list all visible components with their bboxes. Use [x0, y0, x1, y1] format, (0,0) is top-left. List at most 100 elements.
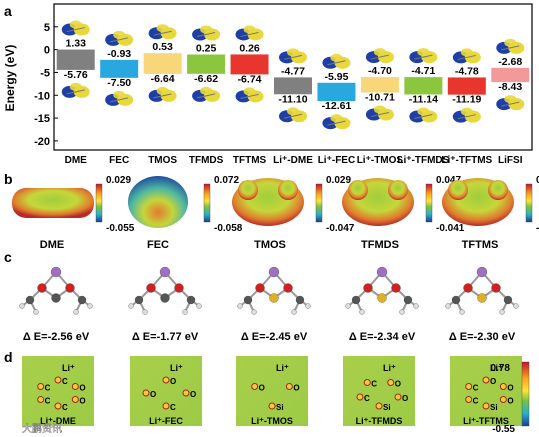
- orbital-isosurface-icon: [279, 107, 307, 123]
- x-tick-label: TFMDS: [189, 155, 224, 166]
- atom-label: Li⁺: [383, 363, 396, 373]
- energy-gap-bar: [317, 82, 356, 102]
- colorbar-max-label: 0.029: [106, 175, 131, 186]
- atom-label: Li⁺: [276, 363, 289, 373]
- panel-a-bars: 1.33 -5.76 -0.93 -7.50 0.53 -6.64 0.25 -6.62 0.2…: [56, 38, 530, 112]
- orbital-isosurface-icon: [61, 82, 90, 98]
- atom-marker: [394, 393, 402, 401]
- colorbar-min-label: -0.040: [536, 223, 539, 234]
- atom-marker: [465, 383, 473, 390]
- lumo-value-label: -0.93: [107, 48, 131, 60]
- x-tick-label: Li⁺-TFMDS: [397, 155, 449, 166]
- atom-marker: [182, 389, 190, 397]
- atom-label: O: [507, 397, 513, 406]
- energy-gap-bar: [404, 77, 443, 95]
- watermark-text: 大鹏资讯: [22, 422, 62, 435]
- orbital-isosurface-icon: [496, 95, 525, 111]
- colorbar-max-label: 0.038: [536, 175, 539, 186]
- colorbar-max-label: 0.029: [326, 175, 351, 186]
- charge-map: [130, 356, 202, 426]
- atom-label: O: [259, 384, 265, 393]
- atom-marker: [162, 376, 170, 384]
- atom-label: Li⁺: [490, 363, 503, 373]
- map-title: Li⁺-FEC: [149, 416, 183, 426]
- atom-label: O: [507, 384, 513, 393]
- atom-marker: [37, 396, 45, 403]
- atom-label: C: [170, 403, 176, 412]
- esp-surface: [342, 178, 414, 226]
- homo-value-label: -6.62: [194, 73, 218, 85]
- homo-value-label: -7.50: [107, 77, 131, 89]
- homo-value-label: -11.19: [452, 94, 481, 106]
- atom-label: C: [45, 384, 51, 393]
- x-tick-label: Li⁺-TMOS: [357, 155, 404, 166]
- x-tick-label: Li⁺-DME: [273, 155, 313, 166]
- panel-a-orbitals: [61, 20, 525, 130]
- atom-marker: [54, 376, 62, 384]
- orbital-isosurface-icon: [365, 105, 394, 121]
- atom-label: O: [395, 379, 401, 388]
- map-title: Li⁺-TFMDS: [356, 416, 403, 426]
- energy-gap-bar: [56, 49, 95, 70]
- atom-marker: [285, 383, 293, 390]
- lumo-value-label: 0.26: [239, 42, 260, 54]
- atom-label: Si: [383, 403, 391, 412]
- colorbar: [521, 361, 530, 427]
- charge-map: [343, 356, 415, 426]
- y-tick-label: -10: [34, 90, 50, 102]
- energy-gap-bar: [491, 67, 530, 83]
- atom-marker: [268, 402, 276, 410]
- homo-value-label: -12.61: [322, 100, 352, 112]
- lumo-value-label: -2.68: [498, 56, 522, 68]
- panel-a-axes: 5 0 -5 -10 -15 -20 DME FEC TMOS TFMDS TFTMS Li⁺-DME…: [34, 3, 533, 166]
- colorbar-max-label: 0.072: [214, 175, 239, 186]
- atom-label: O: [150, 390, 156, 399]
- atom-marker: [356, 393, 364, 401]
- atom-marker: [71, 396, 79, 403]
- x-tick-label: LiFSI: [498, 155, 523, 166]
- orbital-isosurface-icon: [105, 30, 134, 46]
- lumo-value-label: -4.78: [455, 65, 479, 77]
- binding-energy-label: Δ E=-2.45 eV: [241, 331, 308, 343]
- colorbar: [95, 183, 103, 223]
- li-complex-structure: [445, 266, 519, 315]
- atom-label: C: [62, 403, 68, 412]
- binding-energy-label: Δ E=-2.34 eV: [349, 331, 416, 343]
- colorbar-min-label: -0.047: [326, 223, 355, 234]
- atom-marker: [465, 396, 473, 403]
- orbital-isosurface-icon: [452, 107, 481, 123]
- orbital-isosurface-icon: [409, 48, 438, 64]
- y-tick-label: -15: [34, 113, 50, 125]
- atom-label: O: [79, 397, 85, 406]
- molecule-name: TMOS: [254, 239, 286, 251]
- orbital-isosurface-icon: [365, 48, 394, 64]
- map-title: Li⁺-TMOS: [251, 416, 293, 426]
- orbital-isosurface-icon: [279, 48, 307, 64]
- orbital-isosurface-icon: [235, 87, 264, 103]
- esp-surface: [442, 178, 514, 226]
- homo-value-label: -5.76: [64, 69, 88, 81]
- atom-marker: [363, 378, 371, 386]
- atom-marker: [375, 402, 383, 410]
- atom-label: Si: [490, 403, 498, 412]
- atom-label: O: [293, 384, 299, 393]
- li-complex-structure: [19, 266, 93, 315]
- orbital-isosurface-icon: [148, 24, 177, 40]
- colorbar: [425, 183, 433, 223]
- panel-b-label: b: [4, 171, 13, 187]
- colorbar-max-label: 0.78: [491, 363, 511, 374]
- colorbar: [203, 183, 211, 223]
- map-title: Li⁺-DME: [40, 416, 76, 426]
- energy-gap-bar: [447, 77, 486, 95]
- atom-marker: [499, 396, 507, 403]
- atom-label: O: [79, 384, 85, 393]
- x-tick-label: Li⁺-TFTMS: [441, 155, 492, 166]
- orbital-isosurface-icon: [61, 20, 90, 36]
- panel-d-label: d: [4, 349, 13, 365]
- charge-map: [22, 356, 94, 426]
- energy-gap-bar: [360, 77, 399, 93]
- colorbar-min-label: -0.055: [106, 223, 135, 234]
- plot-frame: [53, 3, 533, 151]
- y-tick-label: 0: [44, 45, 50, 57]
- orbital-isosurface-icon: [192, 25, 221, 41]
